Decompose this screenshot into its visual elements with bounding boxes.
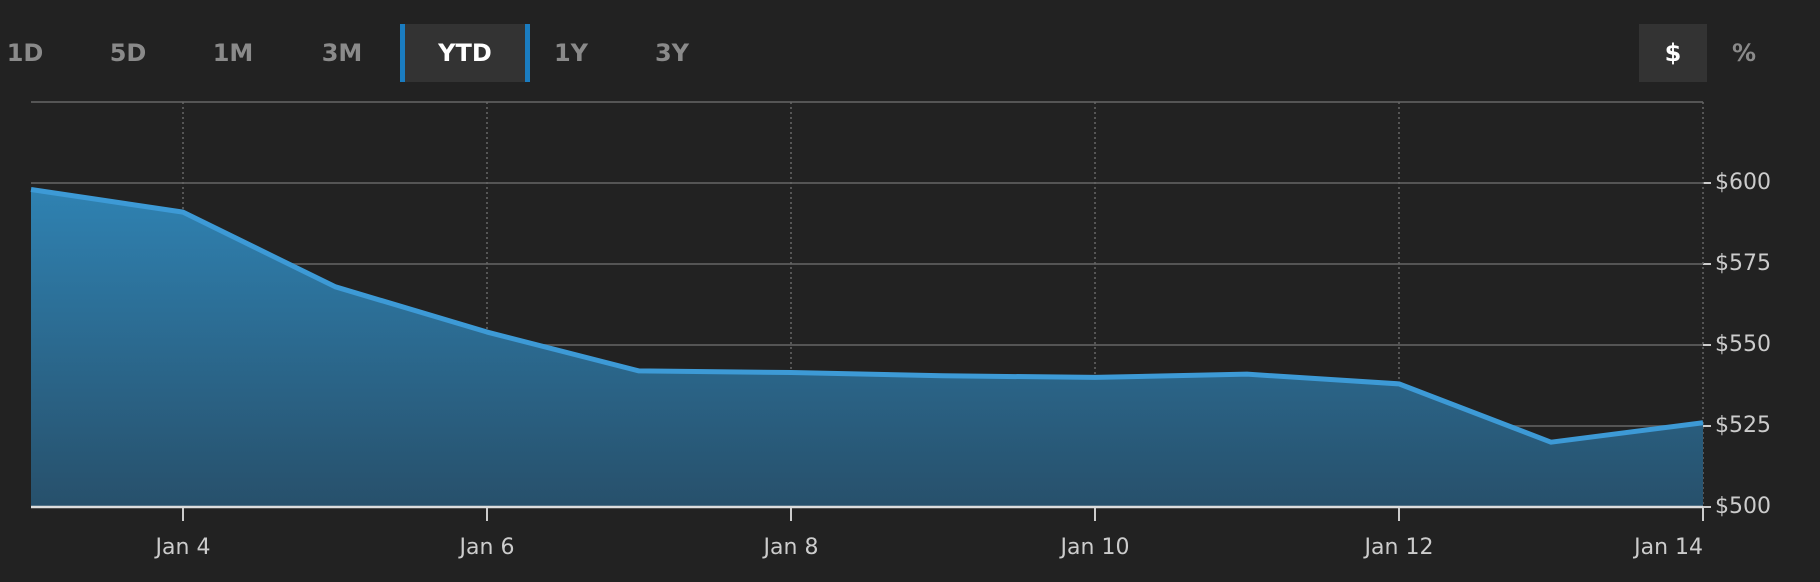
price-line — [30, 187, 1704, 445]
x-tick-label: Jan 12 — [1363, 535, 1434, 560]
y-tick-label: $575 — [1715, 251, 1771, 276]
range-button[interactable]: 1Y — [553, 39, 589, 67]
unit-button[interactable]: % — [1731, 39, 1757, 67]
x-tick-label: Jan 14 — [1632, 535, 1703, 560]
y-tick-label: $600 — [1715, 170, 1771, 195]
range-button[interactable]: 3M — [321, 39, 363, 67]
range-button[interactable]: 5D — [109, 39, 147, 67]
range-button[interactable]: 3Y — [654, 39, 690, 67]
range-button[interactable]: 1D — [6, 39, 44, 67]
y-tick-label: $500 — [1715, 494, 1771, 519]
x-tick-label: Jan 10 — [1059, 535, 1130, 560]
x-tick-label: Jan 8 — [762, 535, 819, 560]
y-tick-label: $550 — [1715, 332, 1771, 357]
area-fill — [31, 189, 1703, 508]
x-tick-label: Jan 4 — [154, 535, 211, 560]
y-tick-label: $525 — [1715, 413, 1771, 438]
range-button[interactable]: YTD — [400, 24, 530, 82]
x-tick-label: Jan 6 — [458, 535, 515, 560]
range-button[interactable]: 1M — [212, 39, 254, 67]
unit-button[interactable]: $ — [1639, 24, 1707, 82]
